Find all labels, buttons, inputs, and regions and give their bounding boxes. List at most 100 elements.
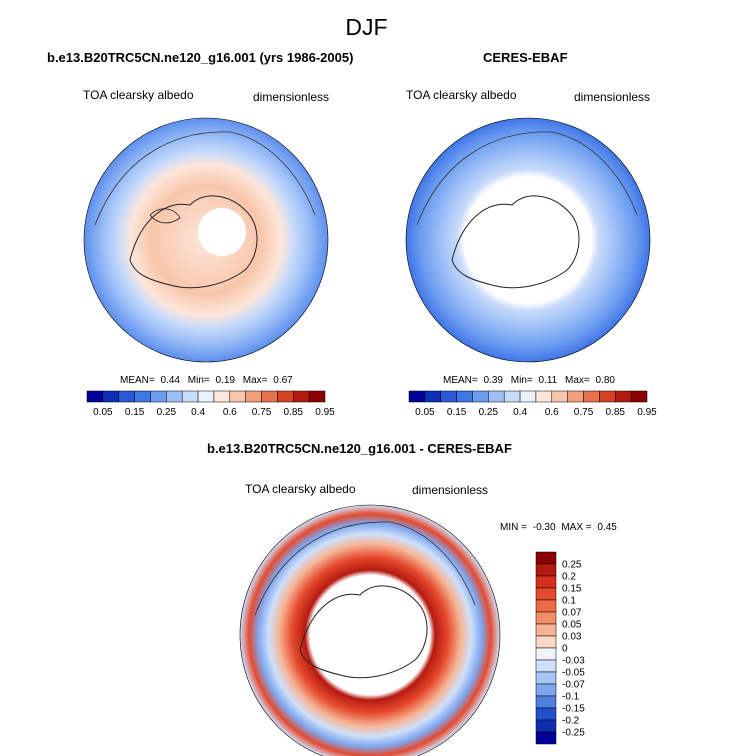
panel1-greenland-outline [149, 208, 181, 224]
panel1-landmass-outline [129, 195, 258, 289]
panel3-colorbar-tick-label-12: -0.15 [562, 704, 585, 715]
panel2-max-label: Max= [565, 375, 590, 386]
panel3-colorbar-swatch-10 [535, 671, 557, 685]
panel3-colorbar-swatch-3 [535, 587, 557, 601]
panel1-stats: MEAN= 0.44 Min= 0.19 Max= 0.67 [120, 375, 293, 386]
panel1-colorbar-swatch-9 [229, 390, 246, 403]
panel2-colorbar-swatch-0 [408, 390, 426, 403]
panel3-colorbar-swatch-8 [535, 647, 557, 661]
panel2-map-disk [405, 117, 651, 363]
panel3-colorbar-tick-label-1: 0.2 [562, 572, 576, 583]
panel2-colorbar-tick-label-3: 0.4 [513, 407, 527, 418]
panel2-colorbar-swatch-14 [630, 390, 648, 403]
panel2-landmass-outline [451, 195, 580, 289]
panel2-colorbar-swatch-1 [424, 390, 441, 403]
panel2-colorbar-swatch-11 [583, 390, 600, 403]
panel3-colorbar-tick-label-10: -0.07 [562, 680, 585, 691]
panel3-map [239, 504, 501, 756]
panel1-colorbar-tick-label-2: 0.25 [157, 407, 177, 418]
panel2-units-label: dimensionless [574, 90, 651, 104]
panel1-max-label: Max= [242, 375, 268, 386]
panel3-colorbar-swatch-1 [535, 563, 557, 577]
panel1-colorbar-tick-label-4: 0.6 [223, 407, 237, 418]
panel1-colorbar-tick-label-0: 0.05 [93, 407, 113, 418]
panel3-colorbar-tick-label-7: 0 [562, 644, 568, 655]
panel3-colorbar-swatch-11 [535, 683, 557, 697]
panel3-colorbar-swatch-7 [535, 635, 557, 649]
panel2-min-value: 0.11 [538, 375, 558, 386]
panel1-colorbar-tick-label-1: 0.15 [125, 407, 145, 418]
panel3-max-value: 0.45 [597, 522, 617, 533]
panel2-colorbar-swatch-7 [519, 390, 537, 403]
panel3-colorbar-swatch-12 [535, 695, 557, 709]
panel3-landmass-outline [299, 585, 428, 679]
panel3-colorbar-tick-label-9: -0.05 [562, 668, 585, 679]
panel3-min-value: -0.30 [532, 522, 556, 533]
panel3-colorbar-tick-label-8: -0.03 [562, 656, 585, 667]
panel3-colorbar-swatch-5 [535, 611, 557, 625]
panel2-colorbar-tick-label-7: 0.95 [637, 407, 657, 418]
panel1-colorbar-swatch-8 [213, 390, 231, 403]
panel3-map-disk [239, 504, 501, 756]
panel2-variable-label: TOA clearsky albedo [406, 88, 517, 102]
panel3-colorbar-swatch-6 [535, 623, 557, 637]
panel1-colorbar-swatch-6 [181, 390, 199, 403]
panel1-colorbar-swatch-3 [134, 390, 151, 403]
panel2-colorbar-swatch-8 [535, 390, 553, 403]
panel1-colorbar-tick-label-6: 0.85 [284, 407, 304, 418]
panel2-colorbar-swatch-12 [599, 390, 616, 403]
panel3-colorbar-swatch-2 [535, 575, 557, 589]
panel2-colorbar-tick-label-5: 0.75 [574, 407, 594, 418]
panel3-colorbar-tick-label-6: 0.03 [562, 632, 582, 643]
panel1-map [83, 117, 329, 363]
panel1-colorbar-swatch-13 [293, 390, 310, 403]
panel1-polar-hole [198, 208, 246, 256]
panel2-max-value: 0.80 [595, 375, 615, 386]
panel2-stats: MEAN= 0.39 Min= 0.11 Max= 0.80 [443, 375, 615, 386]
panel2-colorbar-swatch-9 [551, 390, 568, 403]
panel3-colorbar-swatch-15 [535, 731, 557, 745]
panel2-map [405, 117, 651, 363]
panel1-coastline [94, 131, 316, 226]
panel3-colorbar-tick-label-14: -0.25 [562, 728, 585, 739]
panel3-colorbar-tick-label-11: -0.1 [562, 692, 580, 703]
panel1-colorbar-tick-label-5: 0.75 [252, 407, 272, 418]
panel1-colorbar-swatch-11 [261, 390, 278, 403]
panel1-min-value: 0.19 [215, 375, 235, 386]
panel3-colorbar-tick-label-3: 0.1 [562, 596, 576, 607]
panel1-colorbar-swatch-12 [277, 390, 294, 403]
panel2-colorbar-tick-label-0: 0.05 [415, 407, 435, 418]
panel3-colorbar-swatch-9 [535, 659, 557, 673]
panel3-units-label: dimensionless [412, 483, 489, 497]
panel1-variable-label: TOA clearsky albedo [83, 88, 194, 102]
panel1-colorbar-swatch-10 [245, 390, 262, 403]
panel1-units-label: dimensionless [253, 90, 330, 104]
panel2-colorbar-swatch-4 [472, 390, 489, 403]
panel1-colorbar-swatch-4 [150, 390, 167, 403]
panel1-colorbar-swatch-5 [166, 390, 183, 403]
panel3-colorbar-swatch-4 [535, 599, 557, 613]
panel2-colorbar-swatch-5 [488, 390, 505, 403]
panel3-title: b.e13.B20TRC5CN.ne120_g16.001 - CERES-EB… [207, 441, 512, 456]
season-title: DJF [345, 14, 388, 40]
panel2-min-label: Min= [510, 375, 533, 386]
panel2-colorbar-swatch-3 [456, 390, 473, 403]
panel1-colorbar-swatch-2 [118, 390, 135, 403]
panel1-colorbar-swatch-14 [308, 390, 326, 403]
panel3-colorbar-tick-label-5: 0.05 [562, 620, 582, 631]
panel3-colorbar-swatch-13 [535, 707, 557, 721]
panel3-colorbar: 0.250.20.150.10.070.050.030-0.03-0.05-0.… [535, 551, 585, 745]
panel2-mean-value: 0.39 [483, 375, 503, 386]
panel3-variable-label: TOA clearsky albedo [245, 482, 356, 496]
panel2-coastline [416, 131, 638, 226]
panel1-min-label: Min= [187, 375, 210, 386]
panel2-mean-label: MEAN= [443, 375, 478, 386]
panel1-colorbar-swatch-1 [102, 390, 119, 403]
panel2-colorbar-tick-label-2: 0.25 [479, 407, 499, 418]
panel1-colorbar: 0.05 0.15 0.25 0.4 0.6 0.75 0.85 0.95 [86, 390, 335, 418]
panel2-colorbar-swatch-6 [503, 390, 521, 403]
panel3-colorbar-tick-label-13: -0.2 [562, 716, 580, 727]
panel3-min-label: MIN = [500, 522, 527, 533]
panel2-colorbar-swatch-13 [615, 390, 632, 403]
